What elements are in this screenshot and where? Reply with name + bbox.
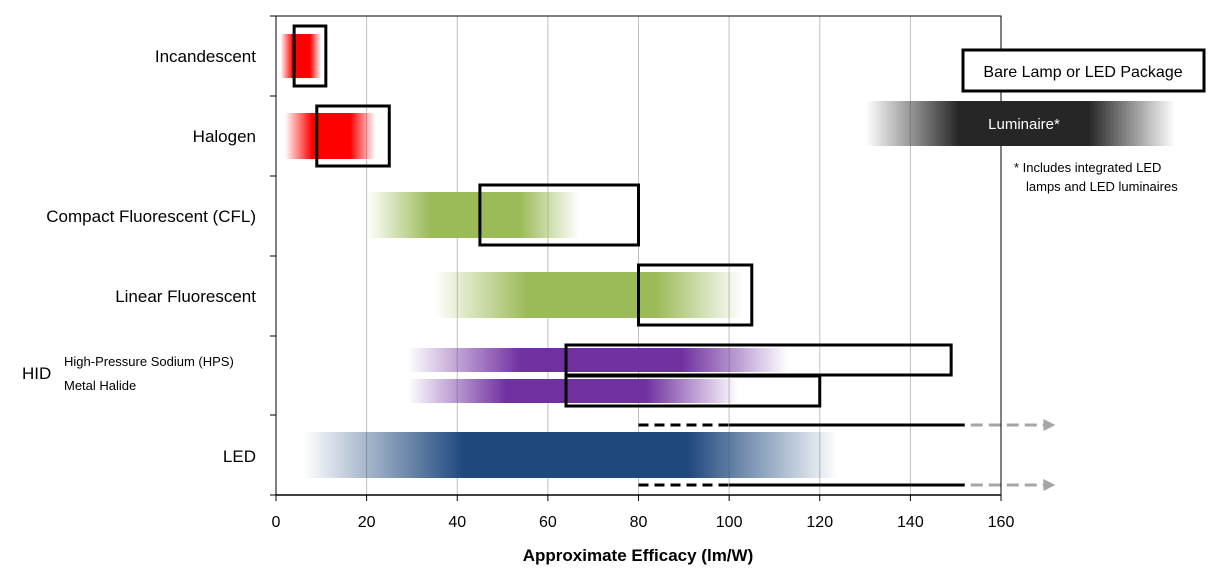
bare-lamp-range-hid-metal xyxy=(564,374,822,408)
bare-lamp-range-led-arrow-head-0 xyxy=(1043,419,1056,431)
bare-lamp-range-incandescent xyxy=(292,24,328,88)
legend-luminaire-swatch xyxy=(866,101,1175,146)
category-label-incandescent: Incandescent xyxy=(155,47,256,66)
legend-bare-label: Bare Lamp or LED Package xyxy=(983,64,1182,81)
sub-label-hps: High-Pressure Sodium (HPS) xyxy=(64,354,234,369)
x-tick-label-60: 60 xyxy=(539,514,557,531)
category-label-halogen: Halogen xyxy=(193,127,256,146)
luminaire-range-halogen xyxy=(285,113,376,159)
luminaire-range-hid-high-pressure xyxy=(407,348,789,372)
category-label-cfl: Compact Fluorescent (CFL) xyxy=(46,207,256,226)
legend-bare-swatch xyxy=(961,48,1206,93)
x-tick-label-80: 80 xyxy=(630,514,648,531)
luminaire-range-linear xyxy=(434,272,743,318)
luminaire-range-incandescent xyxy=(280,34,322,78)
x-tick-label-0: 0 xyxy=(272,514,281,531)
bare-lamp-ranges xyxy=(292,24,1056,491)
sub-label-metal-halide: Metal Halide xyxy=(64,378,136,393)
bare-lamp-range-halogen xyxy=(315,104,391,168)
axes: 0 20 40 60 80 100 120 140 160 xyxy=(270,15,1015,531)
bare-lamp-range-led-arrow-head-1 xyxy=(1043,479,1056,491)
x-axis-title: Approximate Efficacy (lm/W) xyxy=(523,546,754,565)
x-tick-label-40: 40 xyxy=(448,514,466,531)
legend-luminaire-label: Luminaire* xyxy=(988,116,1060,133)
luminaire-ranges xyxy=(280,34,838,478)
luminaire-range-cfl xyxy=(366,192,580,238)
x-tick-label-120: 120 xyxy=(806,514,833,531)
x-tick-label-140: 140 xyxy=(897,514,924,531)
luminaire-range-led xyxy=(303,432,838,478)
legend-note-line2: lamps and LED luminaires xyxy=(1026,179,1178,194)
bare-lamp-range-cfl xyxy=(478,183,640,247)
category-label-hid: HID xyxy=(22,364,51,383)
legend: Bare Lamp or LED Package Luminaire* * In… xyxy=(866,48,1206,194)
luminaire-range-hid-metal xyxy=(407,379,739,403)
x-tick-label-100: 100 xyxy=(716,514,743,531)
category-label-led: LED xyxy=(223,447,256,466)
x-tick-label-20: 20 xyxy=(358,514,376,531)
x-tick-label-160: 160 xyxy=(988,514,1015,531)
bare-lamp-range-linear xyxy=(637,263,754,327)
grid-lines xyxy=(366,16,911,495)
category-label-linear-fluorescent: Linear Fluorescent xyxy=(115,287,256,306)
legend-note-line1: * Includes integrated LED xyxy=(1014,160,1161,175)
